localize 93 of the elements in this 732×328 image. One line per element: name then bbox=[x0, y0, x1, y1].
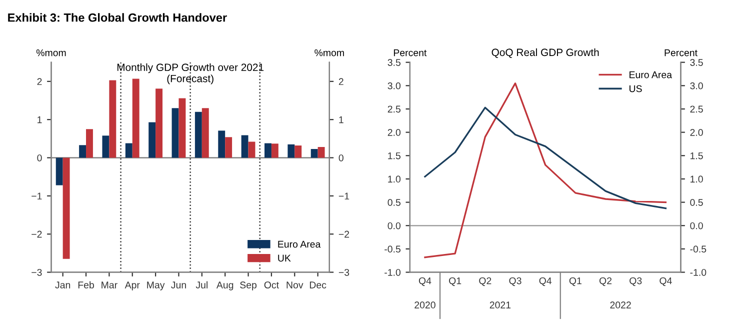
y2-tick-label: 1.0 bbox=[690, 176, 703, 183]
x-tick-label: Q2 bbox=[600, 277, 612, 286]
x-tick-label: Feb bbox=[78, 281, 94, 288]
y-tick-label: 1 bbox=[38, 116, 42, 124]
bar bbox=[264, 143, 272, 158]
x-tick-label: Mar bbox=[102, 282, 118, 288]
y2-tick-label: 1.5 bbox=[690, 152, 703, 160]
bar bbox=[109, 80, 116, 158]
y2-tick-label: 0.5 bbox=[690, 199, 703, 206]
legend-label: UK bbox=[278, 254, 291, 262]
y2-tick-label: 3.5 bbox=[690, 59, 703, 66]
y-tick-label: 1.0 bbox=[388, 176, 401, 183]
x-tick-label: Q4 bbox=[660, 277, 672, 286]
text: Monthly GDP Growth over 2021 (Forecast) bbox=[117, 63, 264, 84]
x-tick-label: Sep bbox=[240, 282, 257, 290]
y2-axis-title: %mom bbox=[314, 49, 344, 56]
bar bbox=[102, 136, 110, 158]
bar bbox=[79, 145, 86, 158]
y-tick-label: −3 bbox=[32, 268, 42, 276]
x-tick-label: Q3 bbox=[509, 277, 522, 286]
x-tick-label: Q1 bbox=[449, 277, 462, 286]
y2-tick-label: 0 bbox=[338, 154, 344, 162]
y-tick-label: 2.0 bbox=[388, 129, 401, 136]
bar bbox=[56, 158, 63, 186]
chart-title: Exhibit 3: The Global Growth Handover bbox=[8, 13, 227, 22]
text: 2021 bbox=[490, 302, 511, 308]
y-tick-label: 3.5 bbox=[388, 59, 400, 66]
x-tick-label: Apr bbox=[124, 282, 140, 290]
y-tick-label: 3.0 bbox=[388, 82, 401, 90]
chart-subtitle: QoQ Real GDP Growth bbox=[492, 48, 599, 58]
x-tick-label: Dec bbox=[310, 282, 326, 288]
y-tick-label: −2 bbox=[32, 230, 42, 238]
bar bbox=[156, 88, 163, 158]
y2-tick-label: −2 bbox=[338, 230, 350, 238]
y2-tick-label: 2 bbox=[338, 78, 344, 85]
bar bbox=[310, 148, 318, 158]
x-tick-label: Aug bbox=[216, 282, 234, 290]
text: 2020 bbox=[414, 302, 436, 308]
y-axis-title: Percent bbox=[394, 49, 427, 56]
y2-tick-label: 0.0 bbox=[690, 222, 703, 230]
y-tick-label: -1.0 bbox=[384, 268, 401, 276]
bar bbox=[288, 144, 295, 158]
line-series bbox=[424, 82, 667, 258]
bar bbox=[86, 129, 93, 158]
bar bbox=[202, 108, 209, 158]
bar bbox=[218, 130, 226, 158]
y-tick-label: 0.0 bbox=[388, 222, 401, 230]
x-tick-label: Jan bbox=[55, 282, 70, 288]
x-tick-label: Q3 bbox=[630, 277, 642, 286]
bar bbox=[62, 158, 70, 259]
legend-label: US bbox=[630, 85, 642, 92]
bar bbox=[172, 108, 179, 158]
x-tick-label: Jul bbox=[196, 281, 208, 288]
bar bbox=[194, 112, 202, 158]
y2-tick-label: 2.5 bbox=[690, 106, 703, 113]
bar bbox=[248, 142, 256, 158]
x-tick-label: Jun bbox=[171, 282, 186, 288]
y2-tick-label: -1.0 bbox=[690, 268, 706, 276]
y2-tick-label: 2.0 bbox=[690, 129, 703, 136]
bar bbox=[178, 98, 186, 158]
y-tick-label: 0.5 bbox=[388, 199, 400, 206]
bar bbox=[294, 146, 302, 158]
y2-tick-label: 1 bbox=[339, 116, 344, 124]
bar bbox=[148, 122, 156, 158]
y-tick-label: 2 bbox=[37, 78, 42, 85]
bar bbox=[132, 78, 140, 158]
x-tick-label: Q2 bbox=[479, 277, 492, 286]
y2-axis-title: Percent bbox=[664, 49, 698, 56]
y-tick-label: 0 bbox=[37, 154, 42, 162]
line-series bbox=[424, 106, 667, 210]
x-tick-label: Nov bbox=[286, 282, 304, 288]
y-tick-label: -0.5 bbox=[384, 246, 400, 253]
y-tick-label: 1.5 bbox=[388, 152, 400, 160]
y2-tick-label: −3 bbox=[338, 268, 350, 276]
y2-tick-label: 3.0 bbox=[690, 82, 703, 90]
bar bbox=[271, 144, 278, 158]
bar bbox=[125, 143, 132, 158]
y-tick-label: −1 bbox=[32, 192, 42, 200]
x-tick-label: Q4 bbox=[418, 277, 432, 286]
text: 2022 bbox=[610, 302, 631, 308]
bar bbox=[241, 135, 248, 158]
x-tick-label: May bbox=[147, 282, 165, 290]
x-tick-label: Q1 bbox=[569, 277, 582, 286]
bar bbox=[225, 137, 232, 158]
y2-tick-label: -0.5 bbox=[690, 246, 706, 253]
y-tick-label: 2.5 bbox=[388, 106, 400, 113]
y2-tick-label: −1 bbox=[338, 192, 350, 200]
legend-label: Euro Area bbox=[278, 240, 321, 248]
y-axis-title: %mom bbox=[36, 49, 66, 56]
x-tick-label: Q4 bbox=[539, 277, 552, 286]
bar bbox=[318, 147, 325, 158]
x-tick-label: Oct bbox=[264, 282, 279, 288]
legend-label: Euro Area bbox=[630, 71, 672, 78]
